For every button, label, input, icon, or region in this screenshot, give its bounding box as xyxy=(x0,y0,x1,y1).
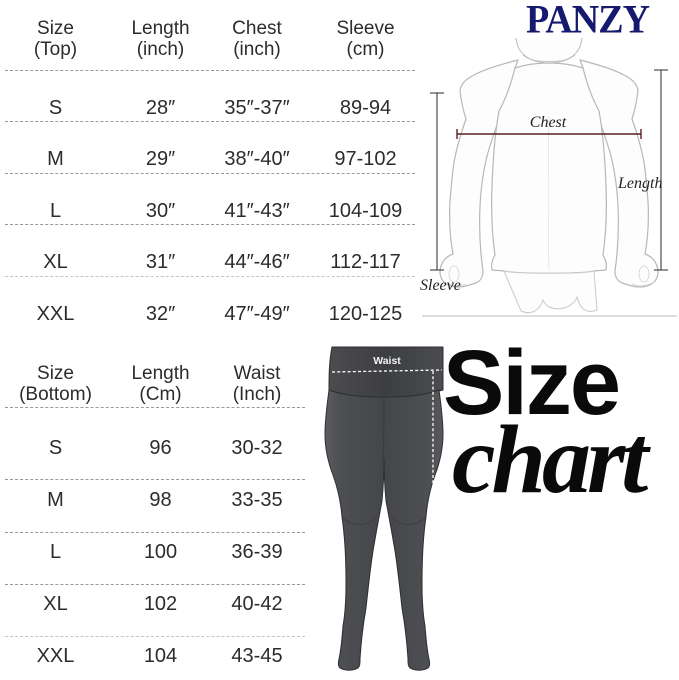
svg-text:Length: Length xyxy=(430,514,441,546)
svg-text:Sleeve: Sleeve xyxy=(420,277,461,294)
svg-text:Waist: Waist xyxy=(373,355,401,367)
svg-text:Length: Length xyxy=(617,175,662,192)
svg-text:Chest: Chest xyxy=(530,114,567,131)
